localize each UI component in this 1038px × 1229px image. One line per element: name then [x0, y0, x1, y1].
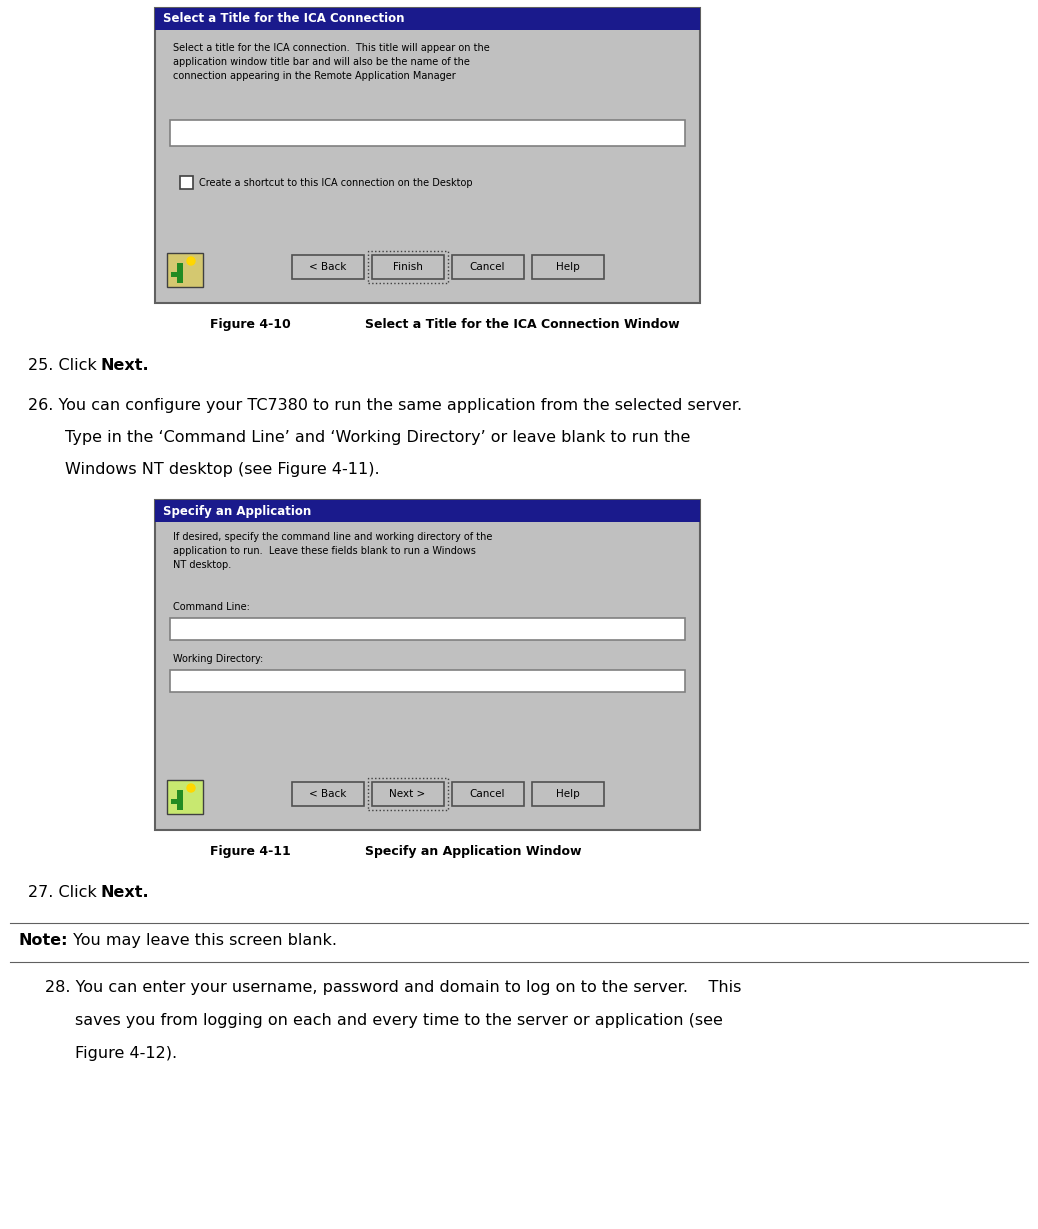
Text: application window title bar and will also be the name of the: application window title bar and will al… — [173, 57, 470, 68]
Bar — [180, 176, 193, 189]
Text: Help: Help — [555, 789, 579, 799]
Text: Select a title for the ICA connection.  This title will appear on the: Select a title for the ICA connection. T… — [173, 43, 490, 53]
Text: Figure 4-12).: Figure 4-12). — [75, 1046, 177, 1061]
Bar — [292, 782, 363, 806]
Text: Figure 4-11: Figure 4-11 — [210, 846, 291, 858]
Text: If desired, specify the command line and working directory of the: If desired, specify the command line and… — [173, 532, 492, 542]
Bar — [170, 618, 685, 640]
Text: Figure 4-10: Figure 4-10 — [210, 318, 291, 331]
Text: < Back: < Back — [309, 262, 347, 272]
Bar — [177, 263, 183, 283]
Bar — [292, 254, 363, 279]
Bar — [167, 253, 203, 288]
Bar — [170, 670, 685, 692]
Text: Specify an Application: Specify an Application — [163, 504, 311, 517]
Text: Cancel: Cancel — [470, 789, 506, 799]
Text: Select a Title for the ICA Connection: Select a Title for the ICA Connection — [163, 12, 405, 26]
Text: Next.: Next. — [100, 885, 148, 900]
Text: 26. You can configure your TC7380 to run the same application from the selected : 26. You can configure your TC7380 to run… — [28, 398, 742, 413]
Text: Command Line:: Command Line: — [173, 602, 250, 612]
Text: 25. Click: 25. Click — [28, 358, 102, 372]
Bar — [167, 780, 203, 814]
Text: Note:: Note: — [18, 933, 67, 948]
Bar — [367, 778, 447, 810]
Text: NT desktop.: NT desktop. — [173, 560, 231, 570]
Text: application to run.  Leave these fields blank to run a Windows: application to run. Leave these fields b… — [173, 546, 475, 556]
Bar — [452, 782, 523, 806]
Text: Working Directory:: Working Directory: — [173, 654, 264, 664]
Text: Next.: Next. — [100, 358, 148, 372]
Bar — [155, 9, 700, 29]
Bar — [367, 251, 447, 283]
Text: Type in the ‘Command Line’ and ‘Working Directory’ or leave blank to run the: Type in the ‘Command Line’ and ‘Working … — [65, 430, 690, 445]
Bar — [372, 254, 443, 279]
Bar — [171, 272, 183, 277]
Text: < Back: < Back — [309, 789, 347, 799]
Bar — [531, 782, 603, 806]
Text: Help: Help — [555, 262, 579, 272]
Bar — [531, 254, 603, 279]
Bar — [177, 790, 183, 810]
Bar — [170, 120, 685, 146]
Text: You may leave this screen blank.: You may leave this screen blank. — [69, 933, 337, 948]
Bar — [452, 254, 523, 279]
Text: connection appearing in the Remote Application Manager: connection appearing in the Remote Appli… — [173, 71, 456, 81]
Circle shape — [187, 784, 195, 791]
Text: Cancel: Cancel — [470, 262, 506, 272]
Text: 28. You can enter your username, password and domain to log on to the server.   : 28. You can enter your username, passwor… — [45, 980, 741, 995]
Text: Create a shortcut to this ICA connection on the Desktop: Create a shortcut to this ICA connection… — [199, 177, 472, 188]
Bar — [155, 500, 700, 830]
Text: Next >: Next > — [389, 789, 426, 799]
Text: 27. Click: 27. Click — [28, 885, 102, 900]
Text: Finish: Finish — [392, 262, 422, 272]
Bar — [171, 799, 183, 804]
Bar — [155, 500, 700, 522]
Bar — [155, 9, 700, 304]
Text: saves you from logging on each and every time to the server or application (see: saves you from logging on each and every… — [75, 1013, 722, 1027]
Text: Windows NT desktop (see Figure 4-11).: Windows NT desktop (see Figure 4-11). — [65, 462, 380, 477]
Bar — [372, 782, 443, 806]
Text: Select a Title for the ICA Connection Window: Select a Title for the ICA Connection Wi… — [365, 318, 680, 331]
Circle shape — [187, 257, 195, 265]
Text: Specify an Application Window: Specify an Application Window — [365, 846, 581, 858]
